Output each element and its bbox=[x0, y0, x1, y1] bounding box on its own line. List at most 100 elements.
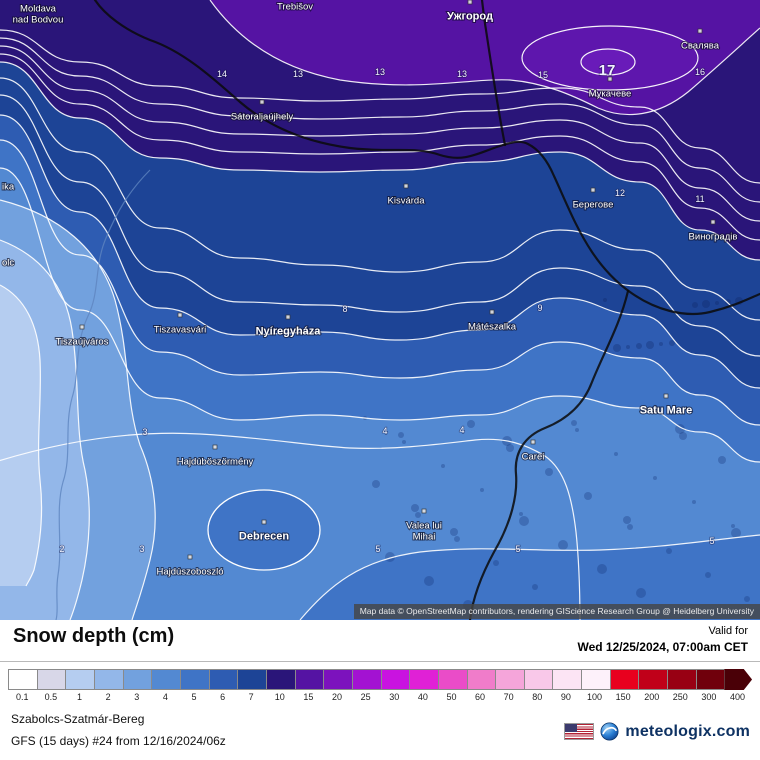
legend-value: 2 bbox=[105, 692, 111, 702]
legend-value: 250 bbox=[672, 692, 688, 702]
legend-value: 6 bbox=[220, 692, 226, 702]
city-label: Mátészalka bbox=[468, 322, 517, 333]
city-marker bbox=[187, 554, 193, 560]
city-marker bbox=[590, 187, 596, 193]
legend-cell bbox=[409, 669, 439, 690]
contour-label: 13 bbox=[293, 69, 303, 79]
contour-label: 5 bbox=[515, 544, 520, 554]
weather-map[interactable]: Moldava nad Bodvou Trebišov Ужгород Свалява М… bbox=[0, 0, 760, 620]
legend-cell bbox=[8, 669, 38, 690]
contour-label: 15 bbox=[538, 70, 548, 80]
legend-cell bbox=[724, 669, 753, 690]
color-scale-labels: 0.1 0.5 1 2 3 4 5 6 7 10 15 20 25 30 40 50 60 70 80 90 100 15… bbox=[8, 692, 752, 702]
map-attribution: Map data © OpenStreetMap contributors, r… bbox=[353, 604, 760, 619]
city-marker bbox=[710, 219, 716, 225]
contour-label: 2 bbox=[59, 544, 64, 554]
contour-label: 5 bbox=[709, 536, 714, 546]
legend-value: 300 bbox=[701, 692, 717, 702]
legend-value: 30 bbox=[389, 692, 400, 702]
legend-cell bbox=[609, 669, 640, 690]
contour-label: 3 bbox=[139, 544, 144, 554]
city-label: Sátoraljaújhely bbox=[231, 112, 294, 123]
brand-name[interactable]: meteologix.com bbox=[625, 722, 750, 740]
contour-label: 11 bbox=[695, 194, 704, 204]
city-marker bbox=[259, 99, 265, 105]
legend-value: 50 bbox=[446, 692, 457, 702]
contour-label: 4 bbox=[382, 426, 387, 436]
legend-value: 15 bbox=[303, 692, 314, 702]
city-marker bbox=[212, 444, 218, 450]
legend-cell bbox=[36, 669, 67, 690]
contour-label: 5 bbox=[375, 544, 380, 554]
city-label: Mihai bbox=[413, 532, 436, 543]
legend-cell bbox=[179, 669, 210, 690]
city-label: Nyíregyháza bbox=[256, 326, 322, 338]
legend-cell bbox=[323, 669, 353, 690]
city-label: Tiszavasvári bbox=[154, 325, 206, 336]
us-flag-icon bbox=[564, 723, 595, 740]
legend-value: 7 bbox=[248, 692, 254, 702]
city-label: Moldava bbox=[20, 4, 57, 15]
legend-cell bbox=[695, 669, 726, 690]
legend-cell bbox=[466, 669, 497, 690]
color-scale bbox=[8, 669, 753, 690]
legend-value: 5 bbox=[191, 692, 197, 702]
legend-value: 90 bbox=[560, 692, 571, 702]
city-label: Берегове bbox=[573, 200, 614, 211]
contour-label: 3 bbox=[142, 427, 147, 437]
city-marker bbox=[285, 314, 291, 320]
meta-block: Szabolcs-Szatmár-Bereg GFS (15 days) #24… bbox=[11, 712, 226, 748]
city-marker bbox=[697, 28, 703, 34]
legend-value: 20 bbox=[332, 692, 343, 702]
city-marker bbox=[421, 508, 427, 514]
legend-value: 3 bbox=[134, 692, 140, 702]
city-label: olc bbox=[2, 258, 14, 269]
legend-cell bbox=[237, 669, 267, 690]
city-label: Trebišov bbox=[277, 2, 313, 13]
legend-cell bbox=[351, 669, 382, 690]
legend-value: 70 bbox=[503, 692, 514, 702]
valid-datetime: Wed 12/25/2024, 07:00am CET bbox=[577, 640, 748, 654]
city-marker bbox=[177, 312, 183, 318]
legend-cell bbox=[380, 669, 411, 690]
valid-for-label: Valid for bbox=[708, 625, 748, 637]
legend-value: 4 bbox=[162, 692, 168, 702]
city-marker bbox=[403, 183, 409, 189]
legend-cell bbox=[151, 669, 181, 690]
city-label: Kisvárda bbox=[388, 196, 426, 207]
city-marker bbox=[261, 519, 267, 525]
legend-cell bbox=[638, 669, 669, 690]
city-label: ika bbox=[2, 182, 15, 193]
legend-cell bbox=[667, 669, 697, 690]
city-label: Hajdúböszörmény bbox=[177, 457, 254, 468]
contour-label: 4 bbox=[459, 425, 464, 435]
contour-label: 14 bbox=[217, 69, 227, 79]
city-marker bbox=[79, 324, 85, 330]
legend-value: 200 bbox=[644, 692, 660, 702]
legend-value: 400 bbox=[730, 692, 746, 702]
city-label: Satu Mare bbox=[640, 405, 693, 417]
city-label: Свалява bbox=[681, 41, 720, 52]
city-label: nad Bodvou bbox=[13, 15, 64, 26]
legend-cell bbox=[65, 669, 95, 690]
contour-label: 13 bbox=[375, 67, 385, 77]
contour-label: 13 bbox=[457, 69, 467, 79]
city-label: Carei bbox=[522, 452, 545, 463]
flag-canton bbox=[565, 724, 578, 732]
legend-value: 150 bbox=[615, 692, 631, 702]
city-label: Ужгород bbox=[447, 11, 493, 23]
legend-cell bbox=[208, 669, 239, 690]
legend-value: 1 bbox=[77, 692, 83, 702]
region-name: Szabolcs-Szatmár-Bereg bbox=[11, 712, 145, 726]
city-label: Мукачеве bbox=[589, 89, 632, 100]
legend-cell bbox=[581, 669, 611, 690]
legend-cell bbox=[552, 669, 583, 690]
legend-value: 10 bbox=[274, 692, 285, 702]
city-label: Valea lui bbox=[406, 521, 442, 532]
city-marker bbox=[467, 0, 473, 5]
legend-value: 40 bbox=[417, 692, 428, 702]
legend-cell bbox=[93, 669, 124, 690]
legend-cell bbox=[437, 669, 468, 690]
city-label: Hajdúszoboszló bbox=[156, 567, 223, 578]
